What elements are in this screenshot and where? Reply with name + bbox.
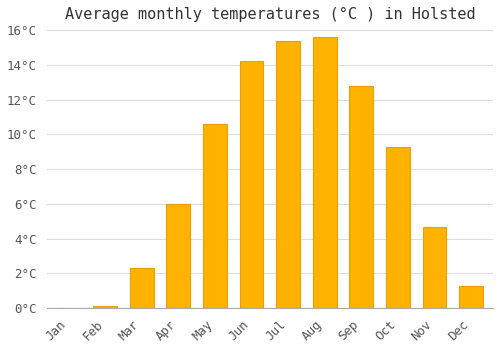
Bar xyxy=(313,37,336,308)
Bar xyxy=(350,86,373,308)
Title: Average monthly temperatures (°C ) in Holsted: Average monthly temperatures (°C ) in Ho… xyxy=(64,7,475,22)
Bar xyxy=(422,226,446,308)
Bar xyxy=(130,268,154,308)
Bar xyxy=(166,204,190,308)
Bar xyxy=(203,124,227,308)
Bar xyxy=(276,41,300,308)
Bar xyxy=(459,286,483,308)
Bar xyxy=(386,147,410,308)
Bar xyxy=(94,307,117,308)
Bar xyxy=(240,61,264,308)
